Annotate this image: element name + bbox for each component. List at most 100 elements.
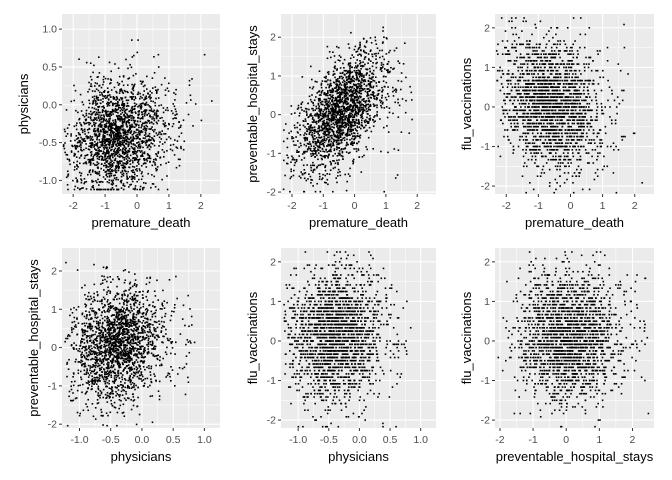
data-point — [174, 93, 177, 96]
data-point — [367, 88, 370, 90]
data-point — [311, 107, 313, 110]
data-point — [363, 83, 365, 85]
data-point — [107, 78, 109, 80]
data-point — [360, 121, 363, 124]
data-point — [339, 142, 341, 145]
data-point — [351, 140, 353, 143]
data-point — [295, 144, 297, 146]
data-point — [110, 183, 113, 185]
data-point — [104, 97, 107, 99]
data-point — [129, 63, 131, 66]
data-point — [568, 60, 570, 62]
data-point — [76, 122, 78, 124]
data-point — [155, 113, 158, 115]
data-point — [128, 115, 130, 118]
data-point — [65, 176, 68, 179]
data-point — [345, 110, 348, 113]
data-point — [122, 184, 124, 187]
data-point — [349, 112, 351, 114]
data-point — [594, 96, 597, 98]
data-point — [155, 132, 158, 134]
data-point — [138, 130, 141, 133]
data-point — [88, 99, 90, 102]
data-point — [308, 127, 311, 130]
data-point — [512, 152, 514, 154]
data-point — [143, 157, 146, 160]
data-point — [300, 171, 302, 173]
data-point — [317, 139, 319, 141]
data-point — [149, 160, 151, 163]
data-point — [85, 188, 88, 190]
data-point — [338, 129, 340, 132]
data-point — [319, 101, 322, 104]
data-point — [332, 130, 334, 132]
data-point — [142, 187, 144, 189]
data-point — [329, 135, 332, 137]
data-point — [339, 67, 342, 69]
data-point — [97, 152, 100, 154]
data-point — [361, 73, 363, 75]
data-point — [143, 98, 145, 101]
data-point — [336, 45, 338, 48]
data-point — [100, 180, 102, 183]
data-point — [145, 109, 148, 111]
data-point — [135, 73, 137, 75]
data-point — [130, 145, 133, 148]
data-point — [139, 143, 141, 145]
data-point — [107, 152, 110, 155]
data-point — [96, 135, 99, 138]
data-point — [349, 80, 351, 83]
data-point — [297, 140, 299, 142]
data-point — [321, 89, 324, 92]
data-point — [365, 74, 368, 76]
data-point — [107, 91, 109, 94]
data-point — [359, 96, 362, 99]
data-point — [354, 90, 357, 93]
data-point — [305, 120, 307, 122]
data-point — [106, 165, 108, 168]
data-point — [77, 132, 80, 134]
data-point — [100, 121, 103, 123]
data-point — [343, 90, 346, 92]
data-point — [559, 96, 562, 98]
data-point — [78, 139, 81, 142]
data-point — [108, 140, 110, 143]
data-point — [568, 76, 571, 79]
data-point — [317, 115, 319, 118]
data-point — [317, 114, 320, 116]
data-point — [378, 81, 380, 83]
data-point — [369, 117, 372, 120]
data-point — [107, 139, 109, 142]
data-point — [73, 99, 75, 102]
data-point — [97, 167, 99, 169]
data-point — [144, 137, 146, 140]
data-point — [539, 145, 541, 148]
data-point — [111, 108, 114, 111]
data-point — [358, 47, 360, 49]
data-point — [324, 98, 326, 101]
data-point — [96, 82, 98, 85]
data-point — [120, 179, 123, 182]
data-point — [504, 102, 507, 105]
data-point — [345, 81, 348, 84]
data-point — [70, 135, 72, 137]
data-point — [350, 105, 352, 108]
data-point — [80, 128, 83, 131]
data-point — [580, 93, 583, 95]
data-point — [588, 139, 591, 141]
data-point — [298, 175, 301, 178]
data-point — [110, 135, 112, 137]
data-point — [540, 53, 542, 55]
data-point — [353, 69, 356, 72]
data-point — [340, 128, 342, 130]
data-point — [118, 106, 120, 109]
data-point — [98, 84, 101, 87]
data-point — [576, 132, 578, 135]
data-point — [150, 116, 152, 118]
data-point — [526, 66, 529, 69]
data-point — [129, 124, 131, 126]
data-point — [366, 129, 368, 132]
data-point — [138, 110, 141, 112]
data-point — [344, 117, 346, 119]
data-point — [514, 27, 517, 29]
